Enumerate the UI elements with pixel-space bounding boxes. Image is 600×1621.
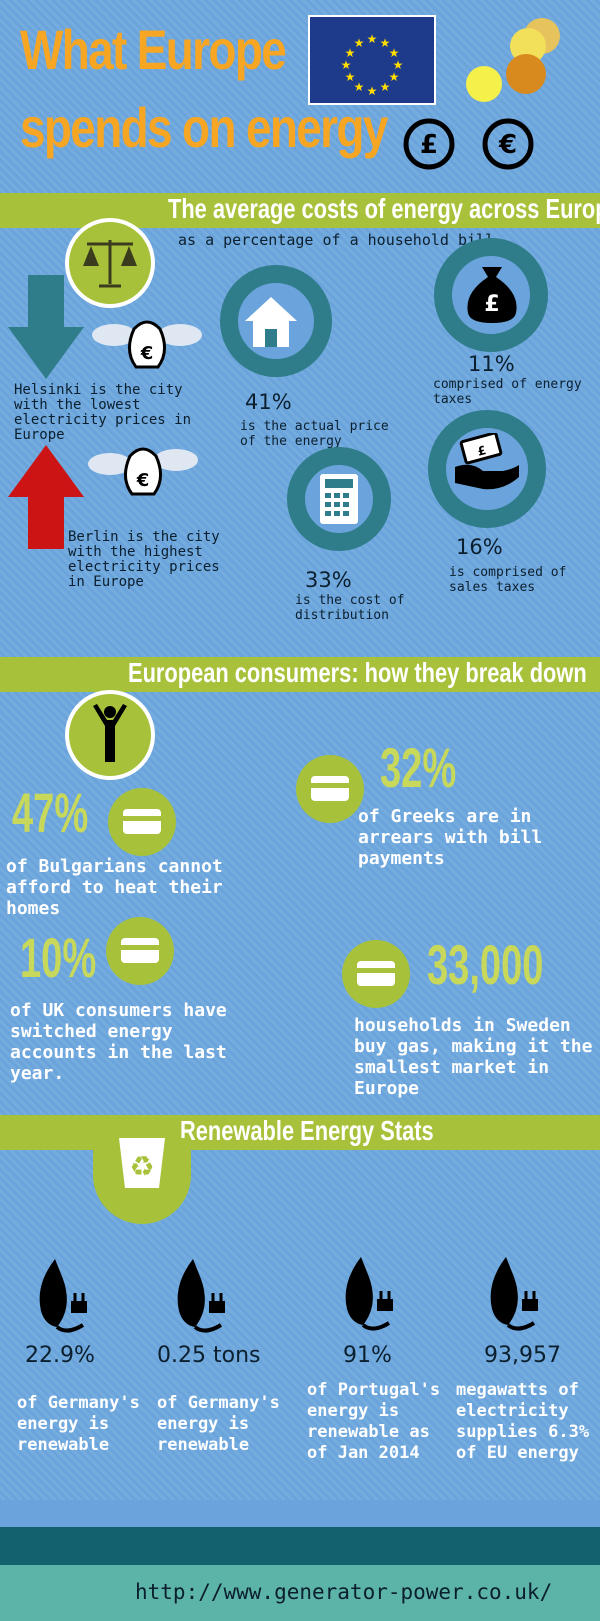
house-icon: [245, 297, 297, 347]
svg-text:£: £: [476, 443, 488, 459]
pct-distribution: 33%: [305, 568, 352, 592]
money-bag-icon: £: [467, 267, 517, 323]
svg-text:★: ★: [345, 46, 356, 60]
arrow-down-icon: [8, 275, 84, 379]
svg-text:★: ★: [393, 58, 404, 72]
renewable-stat-2-text: of Germany's energy is renewable: [157, 1393, 280, 1455]
credit-card-icon: [311, 776, 349, 801]
svg-text:€: €: [498, 130, 517, 160]
svg-text:€: €: [140, 343, 154, 364]
credit-card-icon: [123, 809, 161, 834]
pct-energy-taxes: 11%: [468, 352, 515, 376]
stat-bulgaria-text: of Bulgarians cannot afford to heat thei…: [6, 856, 223, 919]
euro-coin-icon: €: [482, 118, 534, 170]
winged-euro-bag-icon-2: €: [88, 447, 198, 496]
text-energy-price: is the actual price of the energy: [240, 419, 389, 449]
svg-text:£: £: [420, 130, 438, 160]
leaf-plug-icon: [490, 1257, 538, 1331]
text-energy-taxes: comprised of energy taxes: [433, 377, 582, 407]
leaf-plug-icon: [177, 1259, 225, 1333]
stat-bulgaria-value: 47%: [12, 781, 89, 844]
credit-card-icon: [121, 938, 159, 963]
text-sales-taxes: is comprised of sales taxes: [449, 565, 567, 595]
svg-text:£: £: [484, 292, 499, 317]
title-line-1: What Europe: [20, 18, 287, 81]
renewable-stat-4-text: megawatts of electricity supplies 6.3% o…: [456, 1380, 590, 1463]
svg-text:★: ★: [389, 46, 400, 60]
card-badge-greece: [296, 755, 364, 823]
footer-url-bar: [0, 1565, 600, 1621]
renewable-stat-3-value: 91%: [343, 1343, 392, 1368]
helsinki-text: Helsinki is the city with the lowest ele…: [14, 382, 192, 443]
svg-text:★: ★: [367, 32, 378, 46]
footer-url[interactable]: http://www.generator-power.co.uk/: [135, 1580, 553, 1604]
ring-sales-taxes: [428, 410, 546, 528]
footer-band: [0, 1527, 600, 1565]
svg-text:★: ★: [367, 84, 378, 98]
leaf-plug-icon: [39, 1259, 87, 1333]
stat-sweden-text: households in Sweden buy gas, making it …: [354, 1015, 593, 1099]
recycle-bin-icon: ♻: [119, 1138, 165, 1188]
scales-icon: [83, 240, 137, 288]
section-heading-consumers: European consumers: how they break down: [128, 657, 587, 688]
renewable-stat-1-text: of Germany's energy is renewable: [17, 1393, 140, 1455]
person-icon: [93, 704, 127, 762]
winged-euro-bag-icon: €: [92, 320, 202, 369]
svg-text:★: ★: [341, 58, 352, 72]
svg-text:€: €: [136, 470, 150, 491]
card-badge-uk: [106, 917, 174, 985]
stat-greece-text: of Greeks are in arrears with bill payme…: [358, 806, 543, 869]
pct-energy-price: 41%: [245, 390, 292, 414]
card-badge-sweden: [342, 940, 410, 1008]
stat-uk-value: 10%: [20, 926, 97, 989]
stat-sweden-value: 33,000: [427, 933, 544, 996]
svg-text:★: ★: [389, 70, 400, 84]
leaf-plug-icon: [345, 1257, 393, 1331]
pct-sales-taxes: 16%: [456, 535, 503, 559]
renewable-stat-1-value: 22.9%: [25, 1343, 95, 1368]
svg-text:★: ★: [380, 36, 391, 50]
scales-badge: [65, 218, 155, 308]
svg-text:♻: ♻: [129, 1150, 154, 1183]
recycle-badge: ♻: [93, 1138, 191, 1224]
renewable-stat-3-text: of Portugal's energy is renewable as of …: [307, 1380, 441, 1463]
renewable-stat-4-value: 93,957: [484, 1343, 561, 1368]
section-heading-costs: The average costs of energy across Europ…: [168, 193, 600, 224]
svg-text:★: ★: [345, 70, 356, 84]
svg-text:★: ★: [354, 80, 365, 94]
section-subheading: as a percentage of a household bill: [178, 231, 495, 249]
title-line-2: spends on energy: [20, 96, 388, 159]
pound-coin-icon: £: [403, 118, 455, 170]
stat-greece-value: 32%: [380, 736, 457, 799]
footer-spacer: [0, 1500, 600, 1527]
calculator-icon: [320, 474, 358, 524]
section-banner-consumers: [0, 657, 600, 692]
person-badge: [65, 690, 155, 780]
eu-flag-icon: ★ ★★ ★★★ ★★★ ★★★: [308, 15, 436, 105]
hand-money-icon: £: [455, 433, 519, 490]
arrow-up-icon: [8, 445, 84, 549]
section-heading-renewable: Renewable Energy Stats: [180, 1115, 434, 1146]
card-badge-bulgaria: [108, 788, 176, 856]
svg-text:★: ★: [354, 36, 365, 50]
renewable-stat-2-value: 0.25 tons: [157, 1343, 261, 1368]
berlin-text: Berlin is the city with the highest elec…: [68, 529, 220, 590]
svg-text:★: ★: [380, 80, 391, 94]
coins-icon: [466, 18, 560, 102]
text-distribution: is the cost of distribution: [295, 593, 405, 623]
stat-uk-text: of UK consumers have switched energy acc…: [10, 1000, 227, 1084]
credit-card-icon: [357, 961, 395, 986]
